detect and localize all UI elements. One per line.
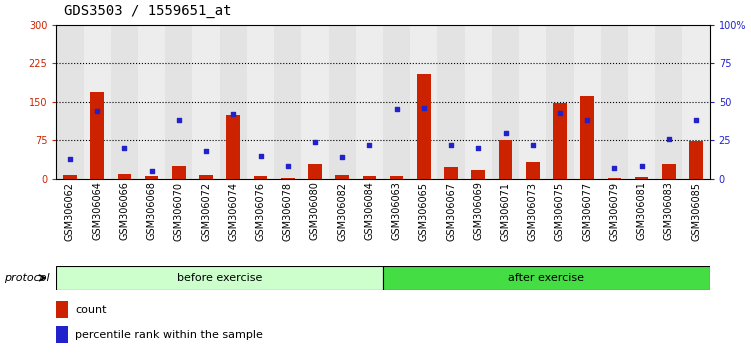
Text: GDS3503 / 1559651_at: GDS3503 / 1559651_at	[64, 4, 231, 18]
Point	[282, 164, 294, 169]
Text: after exercise: after exercise	[508, 273, 584, 283]
Point	[336, 154, 348, 160]
Bar	[574, 25, 601, 179]
Bar	[437, 25, 465, 179]
Point	[499, 130, 511, 135]
Point	[663, 136, 675, 142]
Point	[526, 142, 538, 148]
Bar	[138, 25, 165, 179]
Point	[363, 142, 376, 148]
Point	[64, 156, 76, 161]
Bar	[472, 170, 485, 179]
Bar	[247, 25, 274, 179]
Bar	[56, 266, 383, 290]
Bar	[63, 175, 77, 179]
Bar	[172, 166, 185, 179]
Point	[418, 105, 430, 111]
Bar	[219, 25, 247, 179]
Text: percentile rank within the sample: percentile rank within the sample	[75, 330, 263, 339]
Bar	[683, 25, 710, 179]
Point	[581, 118, 593, 123]
Bar	[328, 25, 356, 179]
Point	[200, 148, 212, 154]
Bar	[383, 25, 410, 179]
Bar	[56, 326, 68, 343]
Point	[608, 165, 620, 171]
Point	[309, 139, 321, 145]
Point	[119, 145, 131, 151]
Bar	[336, 175, 349, 179]
Bar	[581, 96, 594, 179]
Bar	[274, 25, 301, 179]
Bar	[410, 25, 437, 179]
Bar	[635, 177, 648, 179]
Bar	[628, 25, 655, 179]
Bar	[301, 25, 328, 179]
Point	[635, 164, 647, 169]
Bar	[281, 178, 294, 179]
Bar	[689, 141, 703, 179]
Bar	[526, 162, 539, 179]
Point	[445, 142, 457, 148]
Point	[173, 118, 185, 123]
Bar	[356, 25, 383, 179]
Bar	[165, 25, 192, 179]
Bar	[608, 178, 621, 179]
Bar	[417, 74, 430, 179]
Bar	[519, 25, 546, 179]
Text: before exercise: before exercise	[177, 273, 262, 283]
Bar	[90, 91, 104, 179]
Bar	[118, 174, 131, 179]
Point	[255, 153, 267, 159]
Bar	[547, 25, 574, 179]
Text: count: count	[75, 305, 107, 315]
Bar	[553, 103, 567, 179]
Point	[146, 168, 158, 174]
Point	[554, 110, 566, 115]
Bar	[111, 25, 138, 179]
Bar	[390, 176, 403, 179]
Bar	[601, 25, 628, 179]
Point	[91, 108, 103, 114]
Bar	[662, 164, 676, 179]
Bar	[383, 266, 710, 290]
Bar	[254, 176, 267, 179]
Bar	[445, 167, 458, 179]
Bar	[199, 175, 213, 179]
Bar	[492, 25, 519, 179]
Bar	[655, 25, 683, 179]
Bar	[465, 25, 492, 179]
Bar	[308, 164, 321, 179]
Bar	[499, 140, 512, 179]
Point	[690, 118, 702, 123]
Bar	[56, 25, 83, 179]
Bar	[145, 176, 158, 179]
Bar	[83, 25, 111, 179]
Bar	[227, 115, 240, 179]
Text: protocol: protocol	[4, 273, 50, 283]
Bar	[56, 301, 68, 318]
Bar	[192, 25, 219, 179]
Bar	[363, 176, 376, 179]
Point	[391, 107, 403, 112]
Point	[228, 111, 240, 117]
Point	[472, 145, 484, 151]
